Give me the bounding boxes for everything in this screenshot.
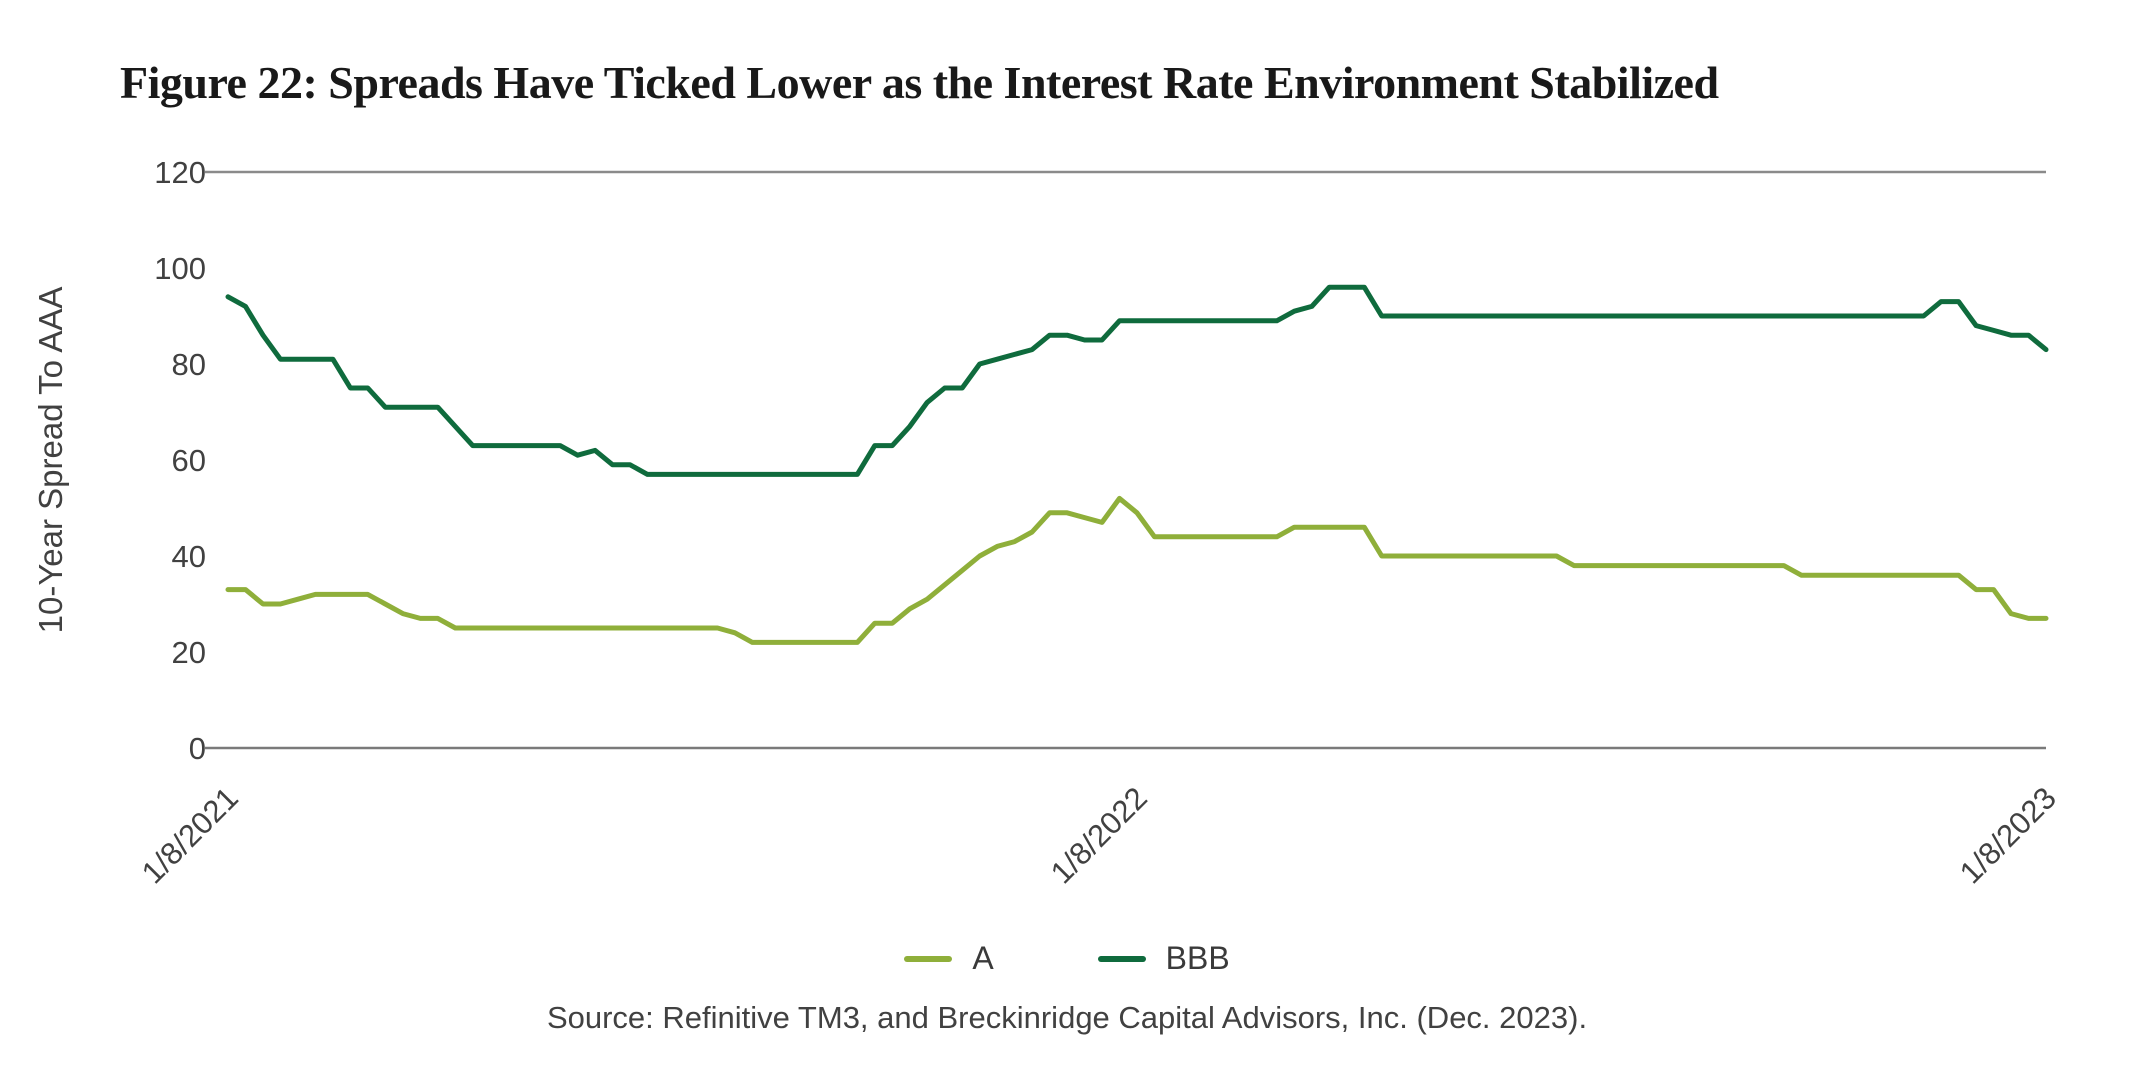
y-tick-label-0: 0 (189, 731, 206, 766)
y-tick-label-120: 120 (154, 155, 206, 190)
legend-label-a: A (972, 940, 994, 976)
legend-label-bbb: BBB (1165, 940, 1230, 976)
y-tick-label-40: 40 (172, 539, 206, 574)
x-tick-label-1-8-2022: 1/8/2022 (1044, 780, 1154, 890)
data-series-lines (225, 284, 2049, 645)
legend-item-bbb: BBB (1097, 940, 1230, 977)
series-line-bbb (225, 284, 2049, 477)
legend-swatch-bbb (1097, 955, 1146, 962)
legend-swatch-a (904, 955, 953, 962)
series-line-a (225, 495, 2049, 645)
x-axis-tick-labels: 1/8/2021 1/8/2022 1/8/2023 (135, 780, 2063, 890)
chart-legend: A BBB (0, 940, 2134, 977)
y-axis-tick-labels: 0 20 40 60 80 100 120 (154, 155, 206, 766)
y-axis-title: 10-Year Spread To AAA (32, 287, 69, 634)
figure-title: Figure 22: Spreads Have Ticked Lower as … (120, 57, 1719, 108)
legend-item-a: A (904, 940, 994, 977)
y-tick-label-100: 100 (154, 251, 206, 286)
source-note: Source: Refinitive TM3, and Breckinridge… (546, 1000, 1588, 1035)
y-tick-label-60: 60 (172, 443, 206, 478)
y-tick-label-80: 80 (172, 347, 206, 382)
y-tick-label-20: 20 (172, 635, 206, 670)
x-tick-label-1-8-2023: 1/8/2023 (1953, 780, 2063, 890)
x-tick-label-1-8-2021: 1/8/2021 (135, 780, 245, 890)
